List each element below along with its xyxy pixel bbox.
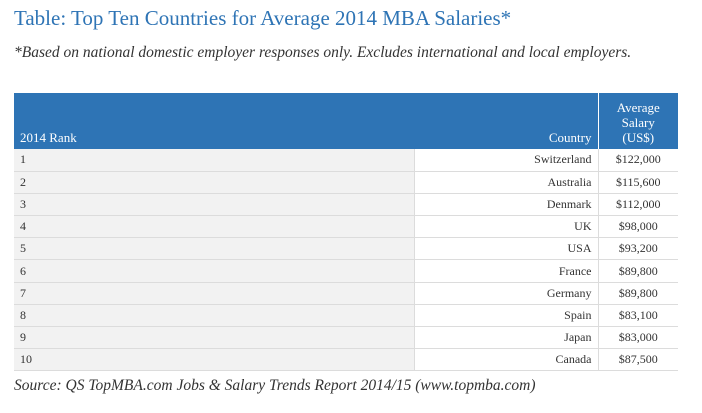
table-row: 3 Denmark $112,000 (14, 193, 678, 217)
page-title: Table: Top Ten Countries for Average 201… (14, 6, 512, 30)
table-row: 10 Canada $87,500 (14, 348, 678, 372)
cell-salary: $115,600 (597, 171, 678, 194)
header-country: Country (414, 93, 598, 149)
cell-salary: $83,000 (597, 326, 678, 350)
cell-rank: 8 (14, 304, 414, 328)
table-header-row: 2014 Rank Country Average Salary (US$) (14, 93, 678, 149)
table-row: 5 USA $93,200 (14, 237, 678, 261)
table-row: 8 Spain $83,100 (14, 304, 678, 328)
cell-country: Spain (413, 304, 598, 328)
cell-country: Denmark (413, 193, 598, 217)
table-header: 2014 Rank Country Average Salary (US$) (14, 93, 678, 149)
table-row: 7 Germany $89,800 (14, 282, 678, 305)
cell-salary: $122,000 (597, 149, 678, 172)
cell-salary: $89,800 (597, 259, 678, 283)
source-citation: Source: QS TopMBA.com Jobs & Salary Tren… (14, 377, 536, 394)
cell-salary: $98,000 (597, 215, 678, 239)
cell-country: UK (413, 215, 598, 239)
cell-country: USA (413, 237, 598, 261)
table-body: 1 Switzerland $122,000 2 Australia $115,… (14, 149, 678, 372)
table-row: 1 Switzerland $122,000 (14, 149, 678, 172)
header-rank: 2014 Rank (14, 93, 414, 149)
cell-salary: $87,500 (597, 348, 678, 372)
cell-rank: 6 (14, 259, 414, 283)
table-row: 9 Japan $83,000 (14, 326, 678, 350)
cell-rank: 9 (14, 326, 414, 350)
cell-rank: 1 (14, 149, 414, 172)
table-note: *Based on national domestic employer res… (14, 44, 632, 61)
header-salary: Average Salary (US$) (597, 93, 678, 149)
cell-salary: $83,100 (597, 304, 678, 328)
salary-table: 2014 Rank Country Average Salary (US$) 1… (14, 93, 678, 372)
cell-country: Australia (413, 171, 598, 194)
table-row: 4 UK $98,000 (14, 215, 678, 239)
cell-salary: $112,000 (597, 193, 678, 217)
cell-rank: 10 (14, 348, 414, 372)
cell-country: France (413, 259, 598, 283)
header-salary-line3: (US$) (622, 130, 655, 145)
cell-salary: $89,800 (597, 282, 678, 305)
header-salary-line1: Average (616, 100, 660, 115)
table-row: 2 Australia $115,600 (14, 171, 678, 194)
cell-rank: 5 (14, 237, 414, 261)
cell-rank: 3 (14, 193, 414, 217)
cell-salary: $93,200 (597, 237, 678, 261)
header-salary-line2: Salary (621, 115, 655, 130)
table-row: 6 France $89,800 (14, 259, 678, 283)
cell-rank: 7 (14, 282, 414, 305)
cell-rank: 4 (14, 215, 414, 239)
cell-country: Japan (413, 326, 598, 350)
cell-country: Germany (413, 282, 598, 305)
cell-country: Canada (413, 348, 598, 372)
cell-rank: 2 (14, 171, 414, 194)
cell-country: Switzerland (413, 149, 598, 172)
